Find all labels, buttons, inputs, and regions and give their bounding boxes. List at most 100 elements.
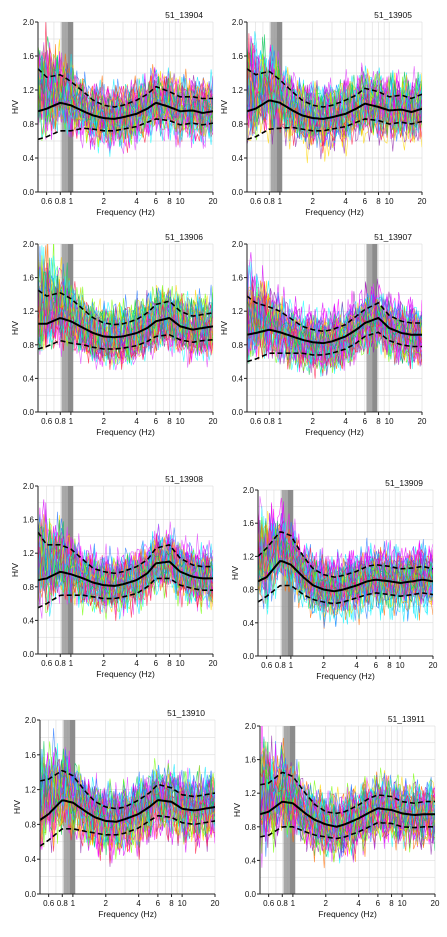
x-tick-label: 2 bbox=[102, 197, 107, 206]
window-trace bbox=[258, 520, 433, 608]
y-tick-label: 1.6 bbox=[243, 519, 255, 528]
window-traces bbox=[40, 728, 215, 867]
x-tick-label: 0.6 bbox=[41, 659, 53, 668]
x-axis-label: Frequency (Hz) bbox=[96, 669, 155, 679]
x-tick-label: 0.6 bbox=[41, 417, 53, 426]
hv-panel: 0.00.40.81.21.62.00.6 0.8 1 2 4 6 8 10 20Frequen… bbox=[219, 10, 427, 217]
x-axis-label: Frequency (Hz) bbox=[96, 207, 155, 217]
x-axis-label: Frequency (Hz) bbox=[96, 427, 155, 437]
window-trace bbox=[40, 769, 215, 827]
x-tick-label: 20 bbox=[418, 417, 427, 426]
x-tick-label: 10 bbox=[398, 899, 407, 908]
window-trace bbox=[247, 276, 422, 377]
y-tick-label: 0.4 bbox=[23, 374, 35, 383]
x-tick-label: 1 bbox=[291, 899, 296, 908]
x-tick-label: 6 bbox=[154, 659, 159, 668]
hv-panel: 0.00.40.81.21.62.00.6 0.8 1 2 4 6 8 10 20Frequen… bbox=[12, 708, 220, 919]
y-axis-label: H/V bbox=[219, 321, 229, 336]
y-tick-label: 0.4 bbox=[23, 154, 35, 163]
x-tick-label: 1 bbox=[278, 197, 283, 206]
y-tick-label: 1.2 bbox=[245, 789, 257, 798]
x-tick-label: 2 bbox=[102, 659, 107, 668]
window-trace bbox=[38, 534, 213, 621]
std-upper-curve bbox=[40, 769, 215, 810]
x-tick-label: 4 bbox=[354, 661, 359, 670]
y-tick-label: 1.6 bbox=[25, 751, 37, 760]
window-trace bbox=[260, 766, 435, 851]
y-tick-label: 1.2 bbox=[232, 307, 244, 316]
window-trace bbox=[258, 523, 433, 596]
std-lower-curve bbox=[247, 331, 422, 363]
y-tick-label: 0.4 bbox=[25, 855, 37, 864]
y-tick-label: 0.0 bbox=[23, 650, 35, 659]
window-trace bbox=[258, 521, 433, 627]
x-tick-label: 0.8 bbox=[55, 417, 67, 426]
y-tick-label: 1.2 bbox=[23, 307, 35, 316]
x-tick-label: 2 bbox=[322, 661, 327, 670]
y-axis-label: H/V bbox=[232, 803, 242, 818]
x-tick-label: 6 bbox=[376, 899, 381, 908]
std-lower-curve bbox=[40, 814, 215, 847]
y-tick-label: 1.6 bbox=[23, 52, 35, 61]
y-tick-label: 1.6 bbox=[23, 516, 35, 525]
x-tick-label: 0.8 bbox=[55, 659, 67, 668]
x-tick-label: 20 bbox=[418, 197, 427, 206]
x-tick-label: 8 bbox=[376, 197, 381, 206]
x-tick-label: 20 bbox=[431, 899, 440, 908]
window-trace bbox=[38, 262, 213, 364]
y-tick-label: 0.8 bbox=[245, 823, 257, 832]
std-lower-curve bbox=[38, 577, 213, 609]
panel-title: 51_13904 bbox=[165, 10, 203, 20]
mean-curve bbox=[38, 560, 213, 587]
std-upper-curve bbox=[38, 289, 213, 326]
x-tick-label: 10 bbox=[385, 417, 394, 426]
x-tick-label: 2 bbox=[311, 417, 316, 426]
window-trace bbox=[40, 741, 215, 848]
x-tick-label: 4 bbox=[343, 197, 348, 206]
window-trace bbox=[258, 525, 433, 623]
window-traces bbox=[247, 248, 422, 379]
x-tick-label: 8 bbox=[167, 417, 172, 426]
y-tick-label: 1.2 bbox=[243, 552, 255, 561]
y-tick-label: 1.6 bbox=[232, 274, 244, 283]
x-tick-label: 10 bbox=[176, 197, 185, 206]
window-trace bbox=[258, 535, 433, 604]
y-tick-label: 0.8 bbox=[25, 820, 37, 829]
x-tick-label: 8 bbox=[387, 661, 392, 670]
window-trace bbox=[247, 43, 422, 138]
y-tick-label: 2.0 bbox=[25, 716, 37, 725]
window-trace bbox=[247, 86, 422, 160]
window-traces bbox=[260, 726, 435, 869]
mean-curve bbox=[247, 316, 422, 345]
y-tick-label: 0.0 bbox=[25, 890, 37, 899]
std-upper-curve bbox=[260, 771, 435, 815]
std-lower-curve bbox=[260, 821, 435, 840]
y-axis-label: H/V bbox=[219, 100, 229, 115]
y-axis-label: H/V bbox=[12, 800, 22, 815]
x-tick-label: 6 bbox=[154, 417, 159, 426]
std-lower-curve bbox=[38, 333, 213, 350]
mean-curve bbox=[258, 560, 433, 593]
x-tick-label: 0.8 bbox=[275, 661, 287, 670]
y-tick-label: 1.6 bbox=[232, 52, 244, 61]
y-tick-label: 1.6 bbox=[245, 756, 257, 765]
x-tick-label: 6 bbox=[154, 197, 159, 206]
window-trace bbox=[38, 62, 213, 133]
x-tick-label: 0.6 bbox=[263, 899, 275, 908]
x-axis-label: Frequency (Hz) bbox=[318, 909, 377, 919]
window-trace bbox=[247, 288, 422, 368]
y-axis-label: H/V bbox=[230, 566, 240, 581]
x-tick-label: 2 bbox=[102, 417, 107, 426]
panel-title: 51_13908 bbox=[165, 474, 203, 484]
window-trace bbox=[38, 540, 213, 611]
x-tick-label: 20 bbox=[209, 417, 218, 426]
x-tick-label: 1 bbox=[69, 197, 74, 206]
std-lower-curve bbox=[258, 584, 433, 605]
window-trace bbox=[247, 294, 422, 379]
x-tick-label: 8 bbox=[389, 899, 394, 908]
x-tick-label: 8 bbox=[376, 417, 381, 426]
y-tick-label: 2.0 bbox=[243, 486, 255, 495]
x-tick-label: 20 bbox=[209, 659, 218, 668]
x-axis-label: Frequency (Hz) bbox=[98, 909, 157, 919]
window-trace bbox=[40, 771, 215, 838]
